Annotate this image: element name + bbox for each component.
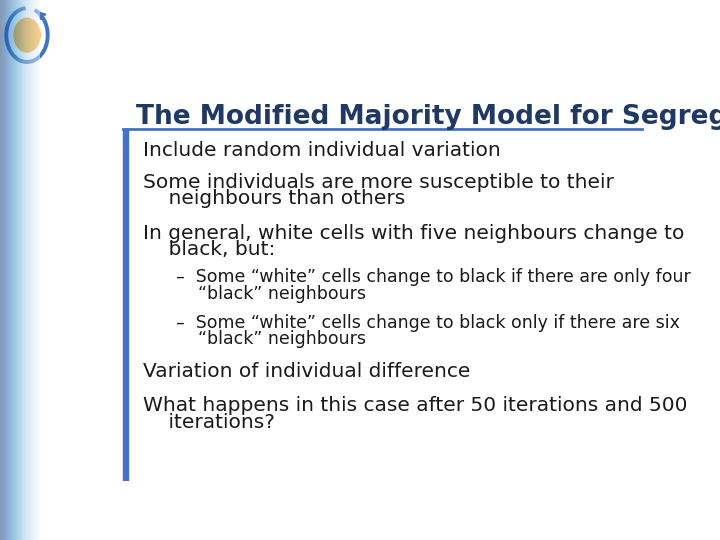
Text: “black” neighbours: “black” neighbours (176, 285, 366, 303)
Text: “black” neighbours: “black” neighbours (176, 330, 366, 348)
Bar (124, 129, 128, 481)
Text: black, but:: black, but: (143, 240, 275, 259)
Text: –  Some “white” cells change to black only if there are six: – Some “white” cells change to black onl… (176, 314, 680, 332)
Text: Variation of individual difference: Variation of individual difference (143, 362, 470, 381)
Text: What happens in this case after 50 iterations and 500: What happens in this case after 50 itera… (143, 396, 688, 415)
Text: –  Some “white” cells change to black if there are only four: – Some “white” cells change to black if … (176, 268, 691, 286)
Text: neighbours than others: neighbours than others (143, 189, 405, 208)
Text: The Modified Majority Model for Segregation: The Modified Majority Model for Segregat… (136, 104, 720, 130)
Text: In general, white cells with five neighbours change to: In general, white cells with five neighb… (143, 224, 685, 243)
Text: Some individuals are more susceptible to their: Some individuals are more susceptible to… (143, 173, 614, 192)
Text: iterations?: iterations? (143, 413, 275, 431)
Text: Include random individual variation: Include random individual variation (143, 141, 501, 160)
Circle shape (14, 18, 40, 52)
